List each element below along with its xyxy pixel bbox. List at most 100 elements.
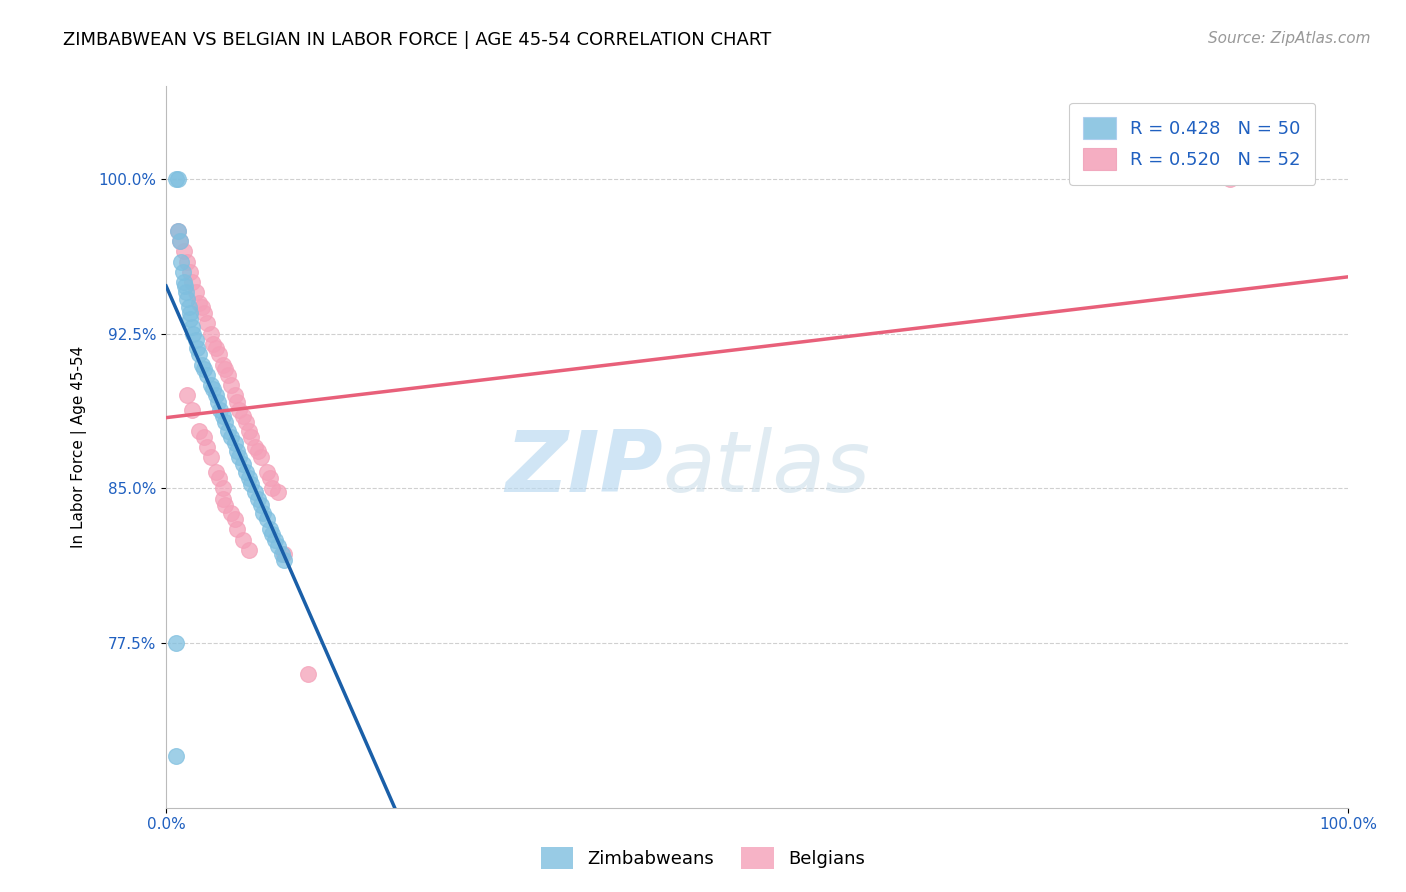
Point [211,409,233,423]
Point [238,424,260,438]
Point [176,292,198,306]
Point [181,320,204,334]
Point [263,533,285,547]
Point [219,430,242,444]
Point [235,465,257,479]
Point [200,378,222,392]
Point [176,388,198,402]
Point [181,275,204,289]
Point [214,415,236,429]
Point [172,265,194,279]
Point [188,424,211,438]
Point [259,523,281,537]
Point [204,341,226,355]
Point [256,512,278,526]
Point [249,450,271,465]
Point [165,172,187,186]
Point [238,471,260,485]
Point [243,440,266,454]
Point [170,254,193,268]
Point [174,285,197,300]
Point [177,300,200,314]
Point [217,424,239,438]
Point [240,430,263,444]
Text: ZIP: ZIP [505,427,662,510]
Point [267,539,290,553]
Point [238,543,260,558]
Point [202,337,225,351]
Point [273,553,295,567]
Point [167,224,190,238]
Point [169,234,191,248]
Point [226,523,249,537]
Point [207,394,229,409]
Point [224,388,246,402]
Point [193,306,215,320]
Point [259,471,281,485]
Point [179,312,201,326]
Point [232,457,254,471]
Point [297,666,319,681]
Legend: Zimbabweans, Belgians: Zimbabweans, Belgians [533,839,873,876]
Point [179,265,201,279]
Point [197,317,219,331]
Point [232,409,254,423]
Point [224,436,246,450]
Point [200,450,222,465]
Point [176,254,198,268]
Point [247,491,270,506]
Point [169,234,191,248]
Point [219,506,242,520]
Point [208,347,231,361]
Point [197,440,219,454]
Point [208,471,231,485]
Point [181,403,204,417]
Point [256,465,278,479]
Point [224,512,246,526]
Point [193,361,215,376]
Point [219,378,242,392]
Point [165,636,187,650]
Point [270,547,292,561]
Text: atlas: atlas [662,427,870,510]
Point [273,547,295,561]
Point [247,444,270,458]
Point [262,481,284,495]
Point [202,382,225,396]
Point [262,526,284,541]
Point [173,244,195,259]
Point [232,533,254,547]
Point [200,326,222,341]
Point [197,368,219,382]
Point [188,295,211,310]
Text: Source: ZipAtlas.com: Source: ZipAtlas.com [1208,31,1371,46]
Point [173,275,195,289]
Point [204,388,226,402]
Point [249,498,271,512]
Point [188,347,211,361]
Point [204,465,226,479]
Point [226,444,249,458]
Point [214,498,236,512]
Point [167,172,190,186]
Point [228,403,250,417]
Point [211,358,233,372]
Point [190,358,212,372]
Point [240,477,263,491]
Point [186,341,208,355]
Point [174,279,197,293]
Point [179,306,201,320]
Point [1219,172,1241,186]
Point [252,506,274,520]
Point [193,430,215,444]
Point [226,394,249,409]
Point [181,326,204,341]
Point [190,300,212,314]
Point [235,415,257,429]
Point [211,481,233,495]
Point [243,485,266,500]
Point [165,749,187,764]
Point [167,224,190,238]
Point [217,368,239,382]
Legend: R = 0.428   N = 50, R = 0.520   N = 52: R = 0.428 N = 50, R = 0.520 N = 52 [1069,103,1315,185]
